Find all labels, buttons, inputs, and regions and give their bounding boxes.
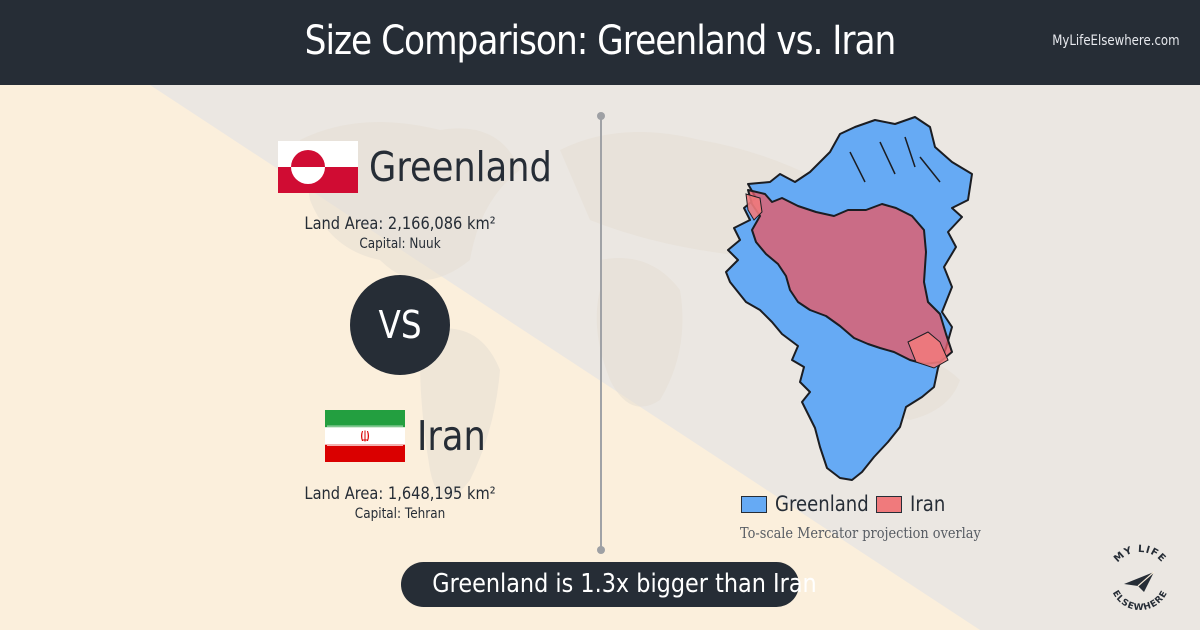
projection-note: To-scale Mercator projection overlay [740, 524, 981, 542]
vs-label: VS [378, 303, 422, 347]
iran-east-patch [907, 331, 949, 369]
country-a-name: Greenland [369, 143, 552, 191]
legend-item-iran: Iran [876, 492, 951, 516]
greenland-swatch [741, 495, 767, 513]
my-life-elsewhere-logo: MY LIFE ELSEWHERE [1110, 544, 1170, 613]
country-b-name: Iran [417, 412, 486, 460]
site-link[interactable]: MyLifeElsewhere.com [1052, 33, 1180, 49]
verdict-text: Greenland is 1.3x bigger than Iran [432, 569, 817, 599]
legend-label-greenland: Greenland [775, 492, 869, 516]
iran-outlier [745, 193, 763, 221]
country-b-info: Land Area: 1,648,195 km² Capital: Tehran [250, 484, 550, 522]
vs-badge: VS [350, 275, 450, 375]
map-overlay [725, 116, 973, 481]
country-a-info: Land Area: 2,166,086 km² Capital: Nuuk [250, 214, 550, 252]
country-a-land-area: Land Area: 2,166,086 km² [304, 214, 496, 234]
verdict-pill: Greenland is 1.3x bigger than Iran [401, 562, 817, 607]
greenland-flag-icon [278, 141, 358, 193]
country-b-capital: Capital: Tehran [354, 506, 446, 522]
paper-plane-icon [1124, 571, 1155, 592]
page-title: Size Comparison: Greenland vs. Iran [304, 18, 897, 64]
center-divider [600, 116, 602, 550]
divider-bottom-dot [597, 546, 605, 554]
divider-top-dot [597, 112, 605, 120]
legend-item-greenland: Greenland [741, 492, 884, 516]
legend-label-iran: Iran [910, 492, 946, 516]
country-a-heading: Greenland [278, 141, 582, 193]
country-b-heading: Iran [325, 410, 497, 462]
greenland-fjords [849, 136, 941, 183]
country-b-land-area: Land Area: 1,648,195 km² [304, 484, 496, 504]
iran-flag-icon [325, 410, 405, 462]
svg-text:MY LIFE: MY LIFE [1112, 544, 1168, 565]
header-bar [0, 0, 1200, 85]
iran-swatch [876, 495, 902, 513]
country-a-capital: Capital: Nuuk [359, 236, 441, 252]
svg-text:ELSEWHERE: ELSEWHERE [1110, 589, 1170, 613]
